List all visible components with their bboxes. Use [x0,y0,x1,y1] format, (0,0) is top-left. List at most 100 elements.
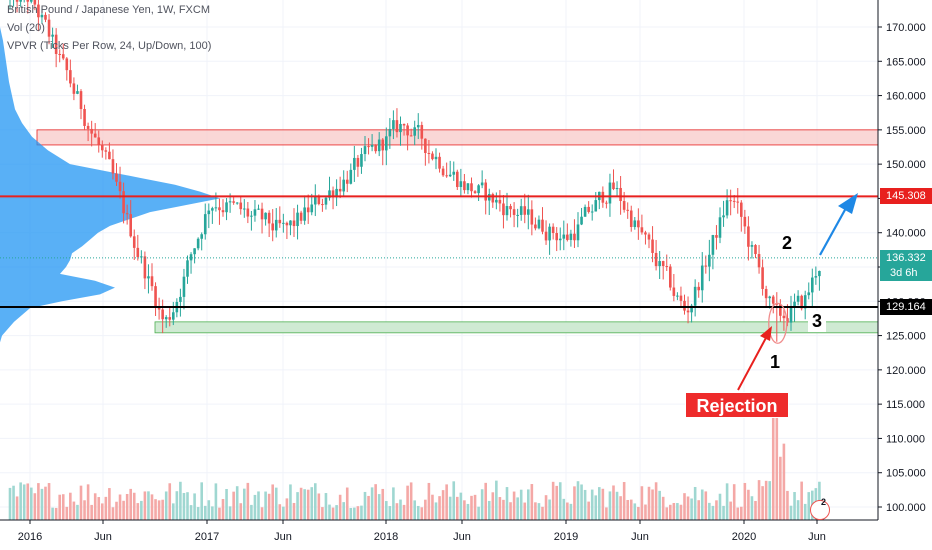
volume-bar [93,493,97,520]
candle-body [566,234,569,240]
candle-body [292,220,296,227]
candle-body [732,200,736,202]
volume-bar [580,484,583,520]
volume-bar [225,488,228,520]
volume-bar [480,489,484,520]
candle-body [122,191,125,214]
candle-body [196,238,200,249]
volume-bar [392,487,395,520]
candle-body [402,123,406,126]
candle-body [640,227,644,233]
volume-bar [541,506,544,520]
volume-bar [601,488,605,520]
volume-bar [477,506,480,520]
volume-bar [764,480,768,520]
candle-body [246,208,250,217]
wave-label-3: 3 [808,311,827,332]
volume-bar [200,482,203,520]
candle-body [711,235,715,255]
volume-bar [747,489,750,520]
candle-body [779,304,782,316]
symbol-legend[interactable]: British Pound / Japanese Yen, 1W, FXCM [7,4,211,16]
volume-bar [629,499,633,520]
volume-bar [154,499,157,520]
volume-bar [573,486,576,520]
volume-bar [140,500,143,520]
candle-body [729,200,732,202]
volume-bar [732,484,736,520]
volume-bar [463,500,466,520]
volume-bar [722,505,725,520]
volume-bar [235,486,239,520]
volume-bar [551,481,555,520]
candle-body [257,208,260,210]
candle-body [69,70,72,84]
volume-bar [693,486,697,520]
candle-body [93,133,97,138]
candle-body [154,286,157,309]
volume-bar [779,456,782,520]
volume-legend[interactable]: Vol (20) [7,22,45,34]
volume-bar [19,482,22,520]
volume-bar [441,490,445,520]
volume-bar [306,489,310,520]
candle-body [61,54,65,59]
volume-bar [278,504,282,520]
candle-body [129,214,132,237]
volume-bar [367,495,370,520]
volume-bar [534,502,537,520]
event-count-badge: 2 [821,497,827,507]
candle-body [669,266,672,288]
volume-bar [509,502,512,520]
projection-arrow-head [838,193,858,214]
volume-bar [182,492,186,520]
volume-bar [211,506,214,520]
volume-bar [349,507,353,520]
candle-body [172,312,175,320]
volume-bar [54,507,58,520]
candle-body [523,206,527,215]
candle-body [761,267,764,289]
volume-bar [79,485,83,520]
volume-bar [388,506,392,520]
candle-body [101,144,104,151]
candle-body [573,233,576,241]
candle-body [441,168,445,176]
volume-bar [193,493,196,520]
volume-bar [260,507,264,520]
candle-body [58,53,61,55]
volume-bar [122,500,125,520]
volume-bar [491,492,495,520]
candle-body [686,310,690,313]
candle-body [147,276,150,279]
candle-body [495,199,498,203]
candle-body [743,216,747,227]
candle-body [796,295,800,302]
volume-bar [416,505,420,520]
volume-bar [157,500,161,520]
volume-bar [175,491,179,520]
candle-body [725,200,729,216]
candle-body [15,0,19,2]
candle-body [79,91,83,110]
candle-body [509,206,512,210]
event-marker-icon[interactable] [810,500,830,520]
candle-body [750,245,754,247]
candle-body [619,187,622,202]
volume-bar [409,482,413,520]
volume-bar [26,483,30,520]
candle-body [218,207,221,211]
candle-body [594,200,598,212]
volume-bar [459,492,463,520]
candle-body [626,209,629,211]
volume-bar [519,489,523,520]
candle-body [459,181,463,188]
volume-bar [470,495,473,520]
vpvr-legend[interactable]: VPVR (Ticks Per Row, 24, Up/Down, 100) [7,40,212,52]
volume-bar [715,500,718,520]
candle-body [83,109,86,126]
candle-body [502,203,505,216]
candle-body [33,0,37,5]
volume-bar [562,498,566,520]
